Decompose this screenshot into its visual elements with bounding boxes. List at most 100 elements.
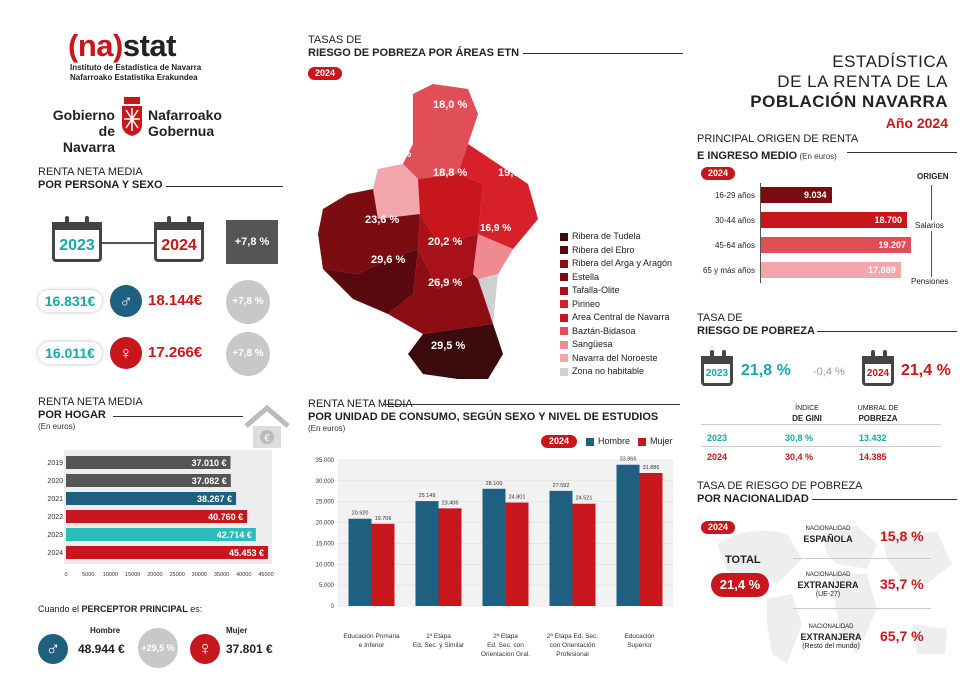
umbral-header-2: POBREZA — [858, 414, 898, 423]
female-2024: 17.266€ — [148, 344, 203, 361]
gini-row2-year: 2024 — [707, 452, 728, 462]
area-tafalla — [418, 214, 478, 289]
consumo-bar-label: 19.706 — [375, 516, 392, 522]
consumo-chart-svg: 35.000 30.000 25.000 20.000 15.000 10.000 5.00… — [316, 457, 673, 658]
esp-name: ESPAÑOLA — [803, 534, 853, 544]
map-legend: Ribera de Tudela Ribera del Ebro Ribera de… — [560, 230, 672, 379]
consumo-bar-label: 33.866 — [620, 457, 637, 463]
navarra-map — [318, 84, 538, 379]
gobierno-right2: Gobernua — [148, 123, 215, 139]
consumo-units: (En euros) — [308, 424, 346, 433]
consumo-y-tick: 0 — [331, 604, 335, 610]
hombre-symbol-icon: ♂ — [38, 634, 68, 664]
gobierno-left2: de Navarra — [62, 123, 115, 155]
ext2-sub: (Resto del mundo) — [802, 643, 860, 650]
hogar-year-label: 2019 — [47, 460, 63, 467]
ext1-pre: NACIONALIDAD — [805, 572, 851, 578]
hogar-year-label: 2022 — [47, 514, 63, 521]
gobierno-right1: Nafarroako — [148, 107, 222, 123]
hogar-section: RENTA NETA MEDIA POR HOGAR (En euros) € … — [38, 396, 290, 686]
consumo-bar-label: 31.886 — [643, 465, 660, 471]
hogar-x-tick: 5000 — [82, 572, 94, 578]
female-change: +7,8 % — [226, 332, 270, 376]
consumo-category-label: Superior — [627, 642, 652, 649]
map-legend-item: Zona no habitable — [560, 365, 672, 379]
map-legend-label: Ribera del Ebro — [572, 244, 635, 255]
map-label-6: 16,9 % — [480, 223, 512, 234]
hogar-year-label: 2020 — [47, 478, 63, 485]
consumo-bar — [639, 472, 663, 606]
origen-axis — [760, 183, 761, 283]
female-2023: 16.011€ — [38, 342, 102, 364]
consumo-category-label: e Inferior — [359, 642, 385, 649]
persona-title2: POR PERSONA Y SEXO — [38, 179, 163, 191]
ext2-pre: NACIONALIDAD — [808, 624, 854, 630]
map-legend-label: Estella — [572, 271, 600, 282]
legend-hombre: Hombre — [586, 436, 630, 446]
riesgo-title2: RIESGO DE POBREZA — [697, 325, 815, 337]
map-label-4: 23,6 % — [365, 214, 400, 226]
gini-row1-year: 2023 — [707, 433, 728, 443]
persona-title1: RENTA NETA MEDIA — [38, 166, 143, 178]
area-ribera-tudela — [408, 324, 503, 379]
origen-bar: 9.034 — [761, 187, 832, 203]
gini-row2-gini: 30,4 % — [785, 452, 814, 462]
esp-value: 15,8 % — [880, 528, 924, 544]
consumo-bar-label: 24.801 — [509, 495, 526, 501]
origen-bar: 19.207 — [761, 237, 911, 253]
consumo-category-label: 2ª Etapa Ed. Sec. — [547, 633, 598, 640]
consumo-y-tick: 30.000 — [316, 479, 335, 485]
map-legend-swatch — [560, 327, 568, 336]
consumo-section: RENTA NETA MEDIA POR UNIDAD DE CONSUMO, … — [308, 398, 680, 688]
hogar-bar — [66, 456, 231, 469]
hogar-bar — [66, 510, 248, 523]
consumo-y-tick: 35.000 — [316, 458, 335, 464]
logo-stat: stat — [122, 28, 177, 63]
consumo-bar-label: 20.920 — [352, 511, 369, 517]
calendar-2024-icon: 2024 — [154, 216, 204, 262]
area-sanguesa — [473, 234, 513, 279]
male-icon: ♂ — [110, 285, 142, 317]
consumo-bar — [505, 502, 529, 606]
map-legend-label: Ribera de Tudela — [572, 231, 641, 241]
persona-year-a: 2023 — [59, 237, 95, 254]
map-legend-swatch — [560, 259, 568, 268]
area-baztan — [403, 84, 478, 179]
header-year: Año 2024 — [885, 115, 948, 131]
map-legend-item: Ribera de Tudela — [560, 230, 672, 244]
consumo-bar — [371, 523, 395, 606]
male-change: +7,8 % — [226, 280, 270, 324]
consumo-bar — [549, 490, 573, 606]
map-legend-label: Baztán-Bidasoa — [572, 325, 636, 336]
persona-change-box: +7,8 % — [226, 220, 278, 264]
origen-title2: E INGRESO MEDIO — [697, 150, 798, 162]
legend-mujer: Mujer — [638, 436, 673, 446]
hogar-x-tick: 15000 — [125, 572, 140, 578]
map-legend-item: Ribera del Ebro — [560, 244, 672, 258]
map-label-3: 19,9 % — [498, 167, 533, 179]
ext1-value: 35,7 % — [880, 576, 924, 592]
svg-text:€: € — [264, 433, 270, 444]
map-legend-label: Pirineo — [572, 298, 601, 309]
hogar-diff: +29,5 % — [138, 628, 178, 668]
ext2-value: 65,7 % — [880, 628, 924, 644]
ext1-sub: (UE-27) — [815, 591, 841, 598]
nastat-logo: (na)stat — [68, 28, 176, 64]
consumo-y-tick: 25.000 — [316, 500, 335, 506]
consumo-bar — [572, 503, 596, 606]
gini-header-1: ÍNDICE — [795, 405, 819, 412]
map-title2: RIESGO DE POBREZA POR ÁREAS ETN — [308, 47, 520, 59]
map-legend-item: Pirineo — [560, 298, 672, 312]
map-legend-item: Tafalla-Olite — [560, 284, 672, 298]
ext2-name: EXTRANJERA — [800, 632, 862, 642]
map-legend-label: Navarra del Noroeste — [572, 352, 658, 363]
map-legend-item: Estella — [560, 271, 672, 285]
main-header: ESTADÍSTICA DE LA RENTA DE LA POBLACIÓN … — [700, 52, 948, 131]
map-legend-swatch — [560, 354, 568, 363]
house-icon: € — [244, 404, 290, 448]
consumo-y-tick: 10.000 — [316, 562, 335, 568]
header-line2: DE LA RENTA DE LA — [777, 72, 948, 91]
map-legend-item: Baztán-Bidasoa — [560, 325, 672, 339]
riesgo-cal-2023-icon: 2023 — [701, 350, 733, 386]
hogar-x-tick: 25000 — [169, 572, 184, 578]
